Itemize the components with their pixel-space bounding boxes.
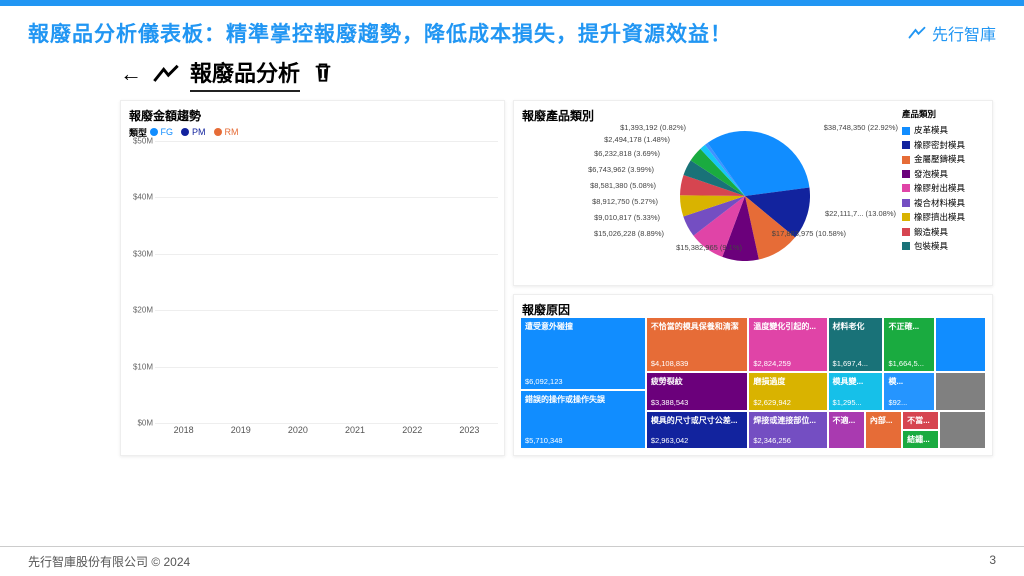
brand-icon xyxy=(908,26,926,40)
pie-chart-area[interactable]: 報廢產品類別 $38,748,350 (22.92%)$22,111,7... … xyxy=(514,101,902,285)
svg-text:K S C C: K S C C xyxy=(154,83,171,84)
pie-callout-label: $8,581,380 (5.08%) xyxy=(590,181,656,190)
pie-legend-item[interactable]: 鍛造模具 xyxy=(902,225,988,239)
treemap-cell[interactable]: 結鏽... xyxy=(902,430,939,449)
pie-callout-label: $6,232,818 (3.69%) xyxy=(594,149,660,158)
pie-callout-label: $17,883,975 (10.58%) xyxy=(772,229,846,238)
treemap-cell[interactable]: 材料老化$1,697,4... xyxy=(828,317,884,372)
treemap-cell[interactable]: 模具變...$1,295... xyxy=(828,372,884,410)
page-header: 報廢品分析儀表板：精準掌控報廢趨勢，降低成本損失，提升資源效益！ 先行智庫 xyxy=(0,6,1024,56)
pie-chart-svg xyxy=(680,131,810,261)
pie-legend-title: 產品類別 xyxy=(902,107,988,121)
pie-callout-label: $38,748,350 (22.92%) xyxy=(824,123,898,132)
copyright: 先行智庫股份有限公司 © 2024 xyxy=(28,553,190,570)
bar-chart-panel: 報廢金額趨勢 類型 FGPMRM $0M$10M$20M$30M$40M$50M… xyxy=(120,100,505,456)
pie-callout-label: $15,382,965 (9.1%) xyxy=(676,243,742,252)
dashboard-content: 報廢金額趨勢 類型 FGPMRM $0M$10M$20M$30M$40M$50M… xyxy=(0,92,1024,456)
footer: 先行智庫股份有限公司 © 2024 3 xyxy=(0,546,1024,570)
treemap-cell[interactable]: 錯誤的操作或操作失誤$5,710,348 xyxy=(520,390,646,449)
right-column: 報廢產品類別 $38,748,350 (22.92%)$22,111,7... … xyxy=(513,100,993,456)
treemap-cell[interactable] xyxy=(939,411,986,449)
treemap-cell[interactable]: 不當... xyxy=(902,411,939,430)
brand-text: 先行智庫 xyxy=(932,21,996,45)
dashboard-logo-icon: K S C C xyxy=(152,64,180,84)
bar-chart-legend: 類型 FGPMRM xyxy=(121,126,504,141)
treemap-cell[interactable]: 不恰當的模具保養和清潔$4,108,839 xyxy=(646,317,749,372)
treemap-area[interactable]: 遭受意外碰撞$6,092,123錯誤的操作或操作失誤$5,710,348不恰當的… xyxy=(520,317,986,449)
bar-chart-title: 報廢金額趨勢 xyxy=(121,101,504,126)
page-title: 報廢品分析儀表板：精準掌控報廢趨勢，降低成本損失，提升資源效益！ xyxy=(28,18,732,48)
legend-item[interactable]: FG xyxy=(150,127,174,137)
legend-item[interactable]: PM xyxy=(181,127,206,137)
pie-callout-label: $2,494,178 (1.48%) xyxy=(604,135,670,144)
pie-legend: 產品類別 皮革模具橡膠密封模具金屬壓鑄模具發泡模具橡膠射出模具複合材料模具橡膠擠… xyxy=(902,101,992,285)
treemap-cell[interactable]: 磨損過度$2,629,942 xyxy=(748,372,827,410)
treemap-cell[interactable]: 模...$92... xyxy=(883,372,934,410)
pie-legend-item[interactable]: 橡膠射出模具 xyxy=(902,181,988,195)
x-label: 2018 xyxy=(163,425,205,441)
dashboard-title-row: ← K S C C 報廢品分析 xyxy=(120,56,1024,92)
treemap-cell[interactable]: 內部... xyxy=(865,411,902,449)
treemap-cell[interactable]: 焊接或連接部位...$2,346,256 xyxy=(748,411,827,449)
pie-slice[interactable] xyxy=(745,131,809,196)
bars-container: $15,663,848$2,545,294$1,982,576$32,333,5… xyxy=(155,141,498,423)
treemap-cell[interactable]: 模具的尺寸或尺寸公差...$2,963,042 xyxy=(646,411,749,449)
bar-chart-plot[interactable]: $0M$10M$20M$30M$40M$50M $15,663,848$2,54… xyxy=(155,141,498,441)
pie-legend-item[interactable]: 複合材料模具 xyxy=(902,196,988,210)
x-label: 2023 xyxy=(448,425,490,441)
x-axis-labels: 2018 2019 2020 2021 2022 2023 xyxy=(155,425,498,441)
treemap-cell[interactable]: 溫度變化引起的...$2,824,259 xyxy=(748,317,827,372)
x-label: 2020 xyxy=(277,425,319,441)
pie-legend-item[interactable]: 包裝模具 xyxy=(902,239,988,253)
pie-legend-item[interactable]: 橡膠擠出模具 xyxy=(902,210,988,224)
pie-legend-item[interactable]: 發泡模具 xyxy=(902,167,988,181)
back-arrow-icon[interactable]: ← xyxy=(120,61,142,87)
x-label: 2021 xyxy=(334,425,376,441)
pie-legend-item[interactable]: 橡膠密封模具 xyxy=(902,138,988,152)
legend-item[interactable]: RM xyxy=(214,127,239,137)
pie-callout-label: $1,393,192 (0.82%) xyxy=(620,123,686,132)
pie-legend-item[interactable]: 皮革模具 xyxy=(902,123,988,137)
treemap-cell[interactable]: 不適... xyxy=(828,411,865,449)
pie-callout-label: $8,912,750 (5.27%) xyxy=(592,197,658,206)
pie-callout-label: $9,010,817 (5.33%) xyxy=(594,213,660,222)
treemap-panel: 報廢原因 遭受意外碰撞$6,092,123錯誤的操作或操作失誤$5,710,34… xyxy=(513,294,993,456)
dashboard-title: 報廢品分析 xyxy=(190,56,300,92)
treemap-cell[interactable] xyxy=(935,317,986,372)
x-label: 2019 xyxy=(220,425,262,441)
pie-callout-label: $15,026,228 (8.89%) xyxy=(594,229,664,238)
pie-chart-panel: 報廢產品類別 $38,748,350 (22.92%)$22,111,7... … xyxy=(513,100,993,286)
pie-legend-item[interactable]: 金屬壓鑄模具 xyxy=(902,152,988,166)
y-axis: $0M$10M$20M$30M$40M$50M xyxy=(125,141,153,423)
trash-icon[interactable] xyxy=(310,59,336,90)
pie-callout-label: $6,743,962 (3.99%) xyxy=(588,165,654,174)
treemap-cell[interactable]: 不正確...$1,664,5... xyxy=(883,317,934,372)
x-label: 2022 xyxy=(391,425,433,441)
page-number: 3 xyxy=(989,553,996,570)
pie-callout-label: $22,111,7... (13.08%) xyxy=(825,209,896,218)
brand-logo: 先行智庫 xyxy=(908,21,996,45)
treemap-cell[interactable] xyxy=(935,372,986,410)
treemap-cell[interactable]: 遭受意外碰撞$6,092,123 xyxy=(520,317,646,390)
treemap-cell[interactable]: 疲勞裂紋$3,388,543 xyxy=(646,372,749,410)
